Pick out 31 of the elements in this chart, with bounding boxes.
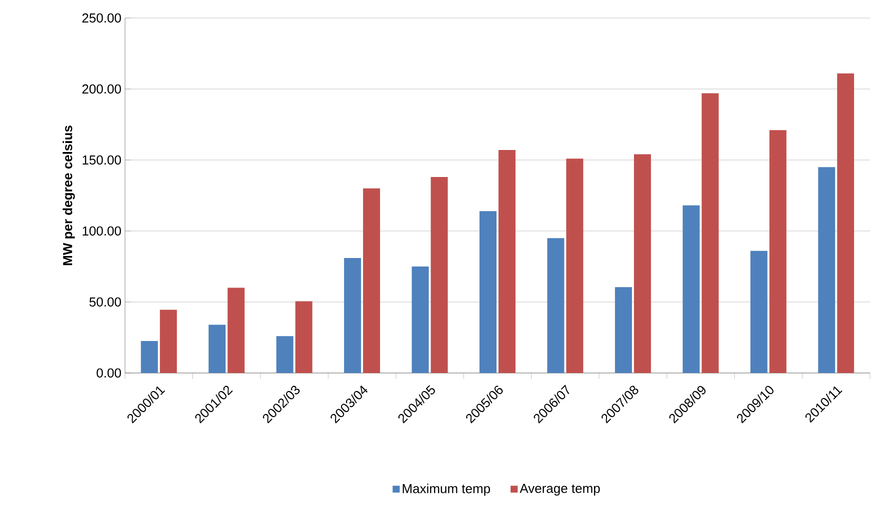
bar [634, 154, 651, 373]
bar [750, 250, 768, 373]
bar [295, 301, 312, 373]
y-tick-label: 0.00 [96, 368, 121, 378]
bar [208, 324, 226, 373]
bar [818, 167, 836, 373]
y-axis-title: MW per degree celsius [62, 126, 75, 266]
bar [702, 93, 719, 373]
bar [344, 258, 362, 373]
bar [614, 287, 632, 373]
bar [769, 130, 786, 373]
bar [498, 150, 516, 373]
y-tick-label: 200.00 [82, 84, 121, 94]
y-tick-label: 250.00 [82, 13, 121, 23]
bar [837, 73, 854, 373]
legend-label: Maximum temp [402, 484, 490, 496]
bar [160, 310, 177, 373]
bar [228, 288, 245, 373]
bar [412, 266, 429, 373]
bar [547, 238, 564, 373]
y-tick-label: 100.00 [82, 226, 121, 236]
legend-label: Average temp [520, 484, 600, 496]
bar [276, 336, 294, 373]
bar [430, 177, 448, 373]
y-tick-label: 150.00 [82, 155, 121, 165]
bar [566, 158, 584, 373]
bar [140, 341, 158, 373]
bar [363, 188, 380, 373]
bar [682, 205, 700, 373]
y-tick-label: 50.00 [89, 297, 121, 307]
bar [480, 211, 497, 373]
